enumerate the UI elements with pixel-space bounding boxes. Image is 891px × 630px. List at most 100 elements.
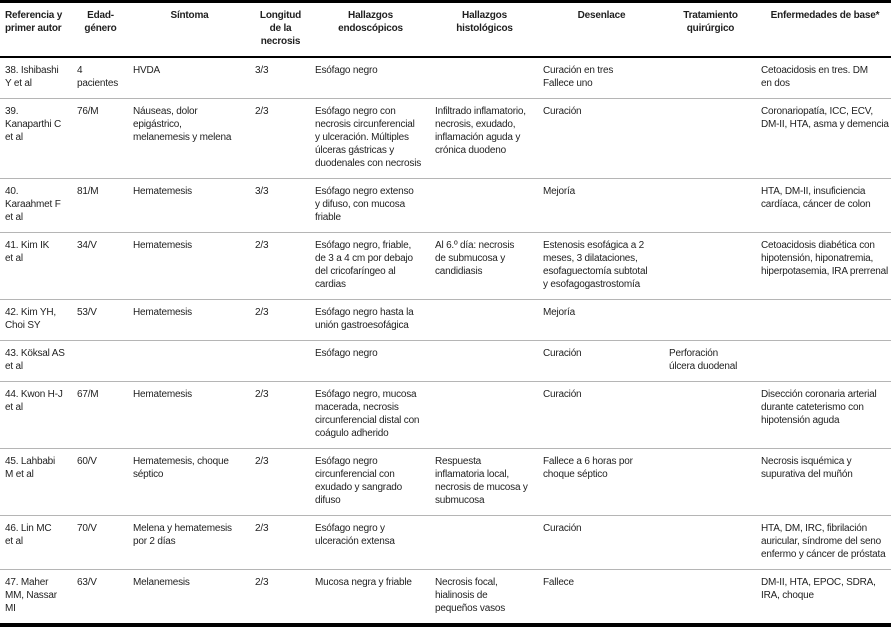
cell-enfermedades: DM-II, HTA, EPOC, SDRA, IRA, choque [756, 569, 891, 625]
cell-longitud: 2/3 [250, 448, 310, 516]
cell-edad: 60/V [72, 448, 128, 516]
cell-tratamiento [664, 57, 756, 99]
cell-referencia: 46. Lin MC et al [0, 515, 72, 570]
cell-referencia: 47. Maher MM, Nassar MI [0, 569, 72, 625]
cell-enfermedades: Coronariopatía, ICC, ECV, DM-II, HTA, as… [756, 98, 891, 179]
cell-referencia: 41. Kim IK et al [0, 232, 72, 300]
table-row: 43. Köksal AS et al Esófago negro Curación… [0, 340, 891, 382]
cell-sintoma: Hematemesis, choque séptico [128, 448, 250, 516]
cell-endoscopicos: Mucosa negra y friable [310, 569, 430, 625]
cell-desenlace: Fallece [538, 569, 664, 625]
cell-endoscopicos: Esófago negro y ulceración extensa [310, 515, 430, 570]
cell-referencia: 40. Karaahmet F et al [0, 178, 72, 233]
cell-endoscopicos: Esófago negro [315, 65, 378, 76]
cell-sintoma: HVDA [133, 65, 160, 76]
cell-enfermedades: HTA, DM, IRC, fibrilación auricular, sín… [756, 515, 891, 570]
cell-tratamiento [664, 232, 756, 300]
table-row: 47. Maher MM, Nassar MI 63/V Melanemesis 2/… [0, 569, 891, 625]
cell-endoscopicos: Esófago negro, friable, de 3 a 4 cm por … [310, 232, 430, 300]
cell-sintoma: Hematemesis [128, 178, 250, 233]
cell-enfermedades: Disección coronaria arterial durante cat… [756, 381, 891, 449]
cell-endoscopicos: Esófago negro [310, 340, 430, 382]
cell-enfermedades: Cetoacidosis diabética con hipotensión, … [756, 232, 891, 300]
cell-desenlace: Curación [538, 381, 664, 449]
cell-longitud: 2/3 [250, 299, 310, 341]
cell-edad [72, 340, 128, 382]
table-row: 45. Lahbabi M et al 60/V Hematemesis, choq… [0, 448, 891, 516]
column-header-histologicos: Hallazgos histológicos [430, 1, 538, 58]
cell-tratamiento [664, 515, 756, 570]
cell-histologicos: Respuesta inflamatoria local, necrosis d… [430, 448, 538, 516]
cell-edad: 4 pacientes [77, 65, 119, 89]
table-row: 42. Kim YH, Choi SY 53/V Hematemesis 2/3 Esó… [0, 299, 891, 341]
cell-sintoma: Hematemesis [128, 381, 250, 449]
cell-edad: 53/V [72, 299, 128, 341]
table-row: 41. Kim IK et al 34/V Hematemesis 2/3 Esófag… [0, 232, 891, 300]
cell-histologicos [430, 178, 538, 233]
cell-sintoma: Melena y hematemesis por 2 días [128, 515, 250, 570]
column-header-endoscopicos: Hallazgos endoscópicos [310, 1, 430, 58]
cell-histologicos [430, 57, 538, 99]
column-header-enfermedades: Enfermedades de base* [756, 1, 891, 58]
cell-referencia: 39. Kanaparthi C et al [0, 98, 72, 179]
cell-enfermedades [756, 340, 891, 382]
table-head: Referencia y primer autor Edad- género Sín… [0, 1, 891, 58]
cell-sintoma: Hematemesis [128, 299, 250, 341]
cell-desenlace: Curación en tres Fallece uno [543, 65, 614, 89]
cell-endoscopicos: Esófago negro extenso y difuso, con muco… [310, 178, 430, 233]
cell-histologicos [430, 515, 538, 570]
cell-desenlace: Curación [538, 98, 664, 179]
cell-tratamiento [664, 299, 756, 341]
cell-edad: 63/V [72, 569, 128, 625]
cell-tratamiento [664, 381, 756, 449]
cell-edad: 67/M [72, 381, 128, 449]
cell-longitud: 2/3 [250, 98, 310, 179]
cell-tratamiento [664, 448, 756, 516]
cell-sintoma: Hematemesis [128, 232, 250, 300]
cell-desenlace: Mejoría [538, 178, 664, 233]
cell-endoscopicos: Esófago negro con necrosis circunferenci… [310, 98, 430, 179]
column-header-referencia: Referencia y primer autor [0, 1, 72, 58]
column-header-longitud: Longitud de la necrosis [250, 1, 310, 58]
cell-longitud: 2/3 [250, 232, 310, 300]
cell-histologicos [430, 381, 538, 449]
table-body: 38. Ishibashi Y et al 4 pacientes HVDA 3/3 E… [0, 57, 891, 625]
cell-edad: 81/M [72, 178, 128, 233]
cell-longitud [250, 340, 310, 382]
cell-sintoma: Melanemesis [128, 569, 250, 625]
cell-longitud: 2/3 [250, 515, 310, 570]
cell-edad: 34/V [72, 232, 128, 300]
cell-enfermedades: HTA, DM-II, insuficiencia cardíaca, cánc… [756, 178, 891, 233]
table-row: 40. Karaahmet F et al 81/M Hematemesis 3/3 E… [0, 178, 891, 233]
cell-endoscopicos: Esófago negro, mucosa macerada, necrosis… [310, 381, 430, 449]
table-row: 39. Kanaparthi C et al 76/M Náuseas, dolor… [0, 98, 891, 179]
cell-histologicos: Infiltrado inflamatorio, necrosis, exuda… [430, 98, 538, 179]
cell-longitud: 2/3 [250, 381, 310, 449]
cell-tratamiento: Perforación úlcera duodenal [664, 340, 756, 382]
cell-sintoma [128, 340, 250, 382]
cell-endoscopicos: Esófago negro hasta la unión gastroesofá… [310, 299, 430, 341]
cell-enfermedades: Necrosis isquémica y supurativa del muñó… [756, 448, 891, 516]
cell-referencia: 45. Lahbabi M et al [0, 448, 72, 516]
cell-desenlace: Estenosis esofágica a 2 meses, 3 dilatac… [538, 232, 664, 300]
cell-referencia: 44. Kwon H-J et al [0, 381, 72, 449]
cell-sintoma: Náuseas, dolor epigástrico, melanemesis … [128, 98, 250, 179]
cell-longitud: 3/3 [255, 65, 269, 76]
cell-tratamiento [664, 178, 756, 233]
table-row: 46. Lin MC et al 70/V Melena y hematemesis… [0, 515, 891, 570]
cell-enfermedades [756, 299, 891, 341]
cell-tratamiento [664, 98, 756, 179]
column-header-desenlace: Desenlace [538, 1, 664, 58]
table-row: 44. Kwon H-J et al 67/M Hematemesis 2/3 Esóf… [0, 381, 891, 449]
cell-histologicos: Necrosis focal, hialinosis de pequeños v… [430, 569, 538, 625]
cell-edad: 76/M [72, 98, 128, 179]
cell-endoscopicos: Esófago negro circunferencial con exudad… [310, 448, 430, 516]
header-row: Referencia y primer autor Edad- género Sín… [0, 1, 891, 58]
cell-desenlace: Curación [538, 515, 664, 570]
cell-edad: 70/V [72, 515, 128, 570]
cell-desenlace: Curación [538, 340, 664, 382]
cell-longitud: 2/3 [250, 569, 310, 625]
cell-referencia: 43. Köksal AS et al [0, 340, 72, 382]
